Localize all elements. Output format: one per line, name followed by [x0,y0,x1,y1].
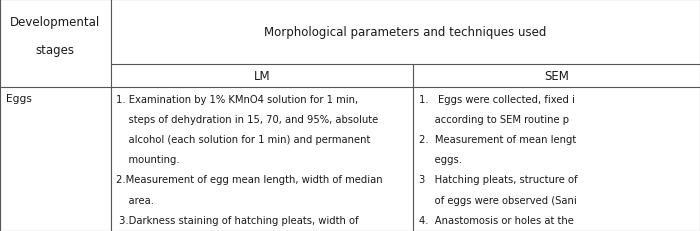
Text: Developmental: Developmental [10,16,100,29]
Text: eggs.: eggs. [419,155,461,164]
Text: 3.Darkness staining of hatching pleats, width of: 3.Darkness staining of hatching pleats, … [116,215,359,225]
Text: stages: stages [36,44,75,57]
Text: Morphological parameters and techniques used: Morphological parameters and techniques … [264,26,547,39]
Text: 3   Hatching pleats, structure of: 3 Hatching pleats, structure of [419,175,578,185]
Text: of eggs were observed (Sani: of eggs were observed (Sani [419,195,576,205]
Text: LM: LM [253,70,270,83]
Text: area.: area. [116,195,154,205]
Text: alcohol (each solution for 1 min) and permanent: alcohol (each solution for 1 min) and pe… [116,134,370,144]
Text: 2.  Measurement of mean lengt: 2. Measurement of mean lengt [419,134,576,144]
Text: mounting.: mounting. [116,155,180,164]
Text: 4.  Anastomosis or holes at the: 4. Anastomosis or holes at the [419,215,573,225]
Text: 1.   Eggs were collected, fixed i: 1. Eggs were collected, fixed i [419,94,575,104]
Text: according to SEM routine p: according to SEM routine p [419,114,568,124]
Text: SEM: SEM [544,70,569,83]
Text: steps of dehydration in 15, 70, and 95%, absolute: steps of dehydration in 15, 70, and 95%,… [116,114,379,124]
Text: 2.Measurement of egg mean length, width of median: 2.Measurement of egg mean length, width … [116,175,383,185]
Text: Eggs: Eggs [6,94,32,103]
Text: 1. Examination by 1% KMnO4 solution for 1 min,: 1. Examination by 1% KMnO4 solution for … [116,94,358,104]
